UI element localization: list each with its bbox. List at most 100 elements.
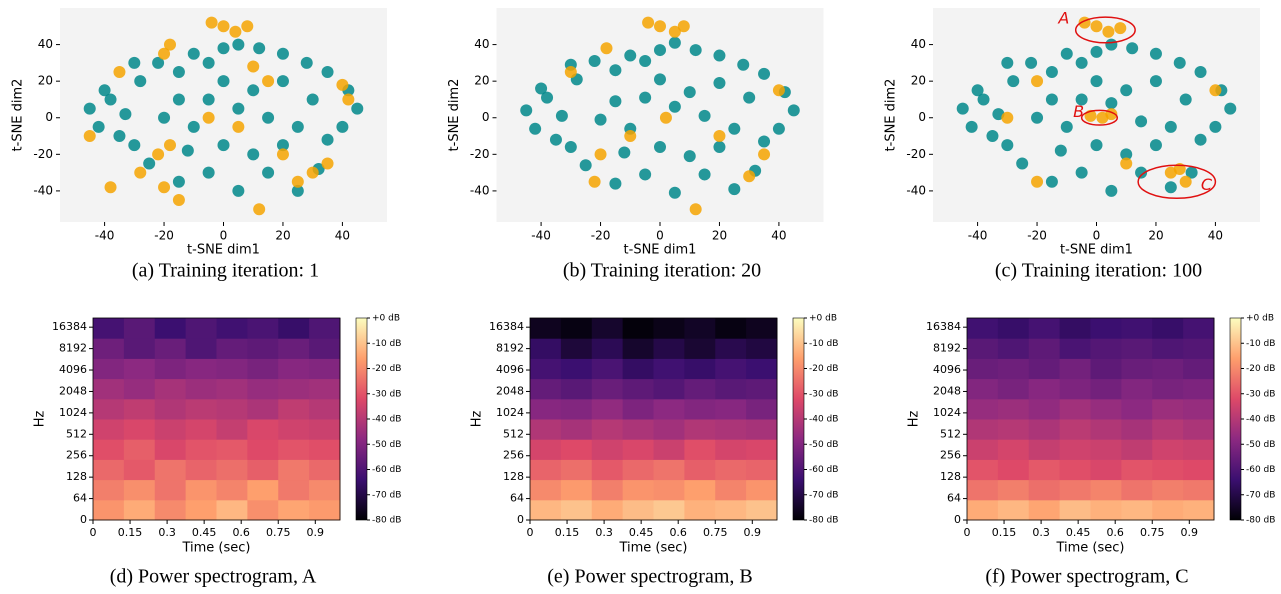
y-tick-label: -40 <box>906 183 926 197</box>
y-tick-label: -20 <box>33 147 53 161</box>
cell <box>715 318 747 339</box>
x-tick-label: 40 <box>771 229 786 243</box>
point <box>163 38 176 51</box>
point <box>128 139 141 152</box>
cell <box>185 378 217 400</box>
point <box>728 122 741 135</box>
point <box>276 148 289 161</box>
cell <box>278 499 310 521</box>
cell <box>309 358 341 380</box>
point <box>1060 47 1073 60</box>
colorbar <box>1229 317 1242 521</box>
cell <box>715 459 747 481</box>
point <box>321 157 334 170</box>
y-tick-label: 128 <box>66 470 87 483</box>
point <box>202 93 215 106</box>
cell <box>216 338 248 359</box>
cell <box>684 459 716 481</box>
y-tick-label: 16384 <box>52 320 87 333</box>
point <box>698 109 711 122</box>
cell <box>1028 378 1061 400</box>
caption: (b) Training iteration: 20 <box>563 260 761 282</box>
point <box>262 166 275 179</box>
cell <box>715 398 747 420</box>
cell <box>216 358 248 380</box>
point <box>529 122 542 135</box>
colorbar-label: -40 dB <box>809 415 838 425</box>
point <box>1001 56 1014 69</box>
point <box>217 139 230 152</box>
point <box>555 109 568 122</box>
cell <box>154 459 187 481</box>
point <box>772 84 785 97</box>
cell <box>530 439 562 460</box>
cell <box>309 479 341 501</box>
point <box>1090 45 1103 58</box>
point <box>758 67 771 80</box>
cell <box>123 398 156 420</box>
cell <box>216 419 248 440</box>
cell <box>1090 459 1122 481</box>
point <box>247 148 260 161</box>
cell <box>1121 439 1153 460</box>
cell <box>997 419 1030 440</box>
cell <box>1121 378 1153 400</box>
point <box>1164 120 1177 133</box>
cell <box>967 499 999 521</box>
point <box>1031 111 1044 124</box>
cell <box>684 479 716 501</box>
y-tick-label: 2048 <box>496 384 524 397</box>
x-tick-label: -20 <box>591 229 611 243</box>
point <box>588 55 601 68</box>
point <box>276 75 289 88</box>
point <box>172 175 185 188</box>
cell <box>309 419 341 440</box>
cell <box>154 318 187 339</box>
x-tick-label: 0 <box>1093 229 1101 243</box>
cell <box>967 378 999 400</box>
point <box>232 102 245 115</box>
point <box>205 16 218 29</box>
cell <box>997 378 1030 400</box>
x-tick-label: -20 <box>1027 229 1047 243</box>
colorbar-label: -80 dB <box>809 516 838 526</box>
point <box>1031 175 1044 188</box>
cell <box>746 358 778 380</box>
cell <box>1059 338 1091 359</box>
cell <box>185 439 217 460</box>
cell <box>560 358 593 380</box>
cell <box>1152 479 1184 501</box>
cell <box>93 318 125 339</box>
cell <box>154 358 187 380</box>
point <box>1102 25 1115 38</box>
cell <box>530 499 562 521</box>
point <box>609 64 622 77</box>
cell <box>622 439 654 460</box>
plot-frame <box>966 317 1215 521</box>
cell <box>715 419 747 440</box>
cell <box>247 378 279 400</box>
point <box>1031 75 1044 88</box>
point <box>594 148 607 161</box>
cell <box>123 459 156 481</box>
x-axis-label: Time (sec) <box>618 541 687 556</box>
y-tick-label: 40 <box>474 37 489 51</box>
cell <box>530 378 562 400</box>
cell <box>216 318 248 339</box>
cell <box>154 499 187 521</box>
x-tick-label: 0 <box>656 229 664 243</box>
cell <box>123 499 156 521</box>
cell <box>746 439 778 460</box>
cell <box>247 439 279 460</box>
cell <box>216 439 248 460</box>
y-axis-label: Hz <box>470 411 485 428</box>
cell <box>684 338 716 359</box>
cell <box>1059 318 1091 339</box>
cell <box>93 439 125 460</box>
x-tick-label: 0.45 <box>1066 526 1091 539</box>
cell <box>185 338 217 359</box>
y-tick-label: 64 <box>510 492 524 505</box>
cell <box>1059 419 1091 440</box>
y-tick-label: -40 <box>33 183 53 197</box>
cell <box>1121 499 1153 521</box>
